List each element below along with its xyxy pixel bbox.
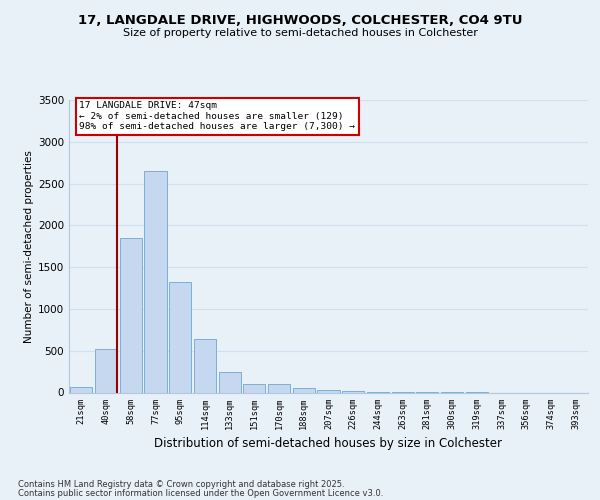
Bar: [145, 171, 167, 392]
Bar: [293, 388, 315, 392]
Bar: [194, 339, 216, 392]
Bar: [95, 349, 117, 393]
Bar: [119, 238, 142, 392]
Text: 17, LANGDALE DRIVE, HIGHWOODS, COLCHESTER, CO4 9TU: 17, LANGDALE DRIVE, HIGHWOODS, COLCHESTE…: [78, 14, 522, 27]
Text: 17 LANGDALE DRIVE: 47sqm
← 2% of semi-detached houses are smaller (129)
98% of s: 17 LANGDALE DRIVE: 47sqm ← 2% of semi-de…: [79, 102, 355, 132]
Bar: [268, 384, 290, 392]
Bar: [169, 282, 191, 393]
Bar: [243, 384, 265, 392]
Bar: [317, 390, 340, 392]
Text: Contains public sector information licensed under the Open Government Licence v3: Contains public sector information licen…: [18, 489, 383, 498]
X-axis label: Distribution of semi-detached houses by size in Colchester: Distribution of semi-detached houses by …: [155, 437, 503, 450]
Text: Contains HM Land Registry data © Crown copyright and database right 2025.: Contains HM Land Registry data © Crown c…: [18, 480, 344, 489]
Text: Size of property relative to semi-detached houses in Colchester: Size of property relative to semi-detach…: [122, 28, 478, 38]
Bar: [70, 388, 92, 392]
Bar: [342, 391, 364, 392]
Bar: [218, 372, 241, 392]
Y-axis label: Number of semi-detached properties: Number of semi-detached properties: [24, 150, 34, 342]
